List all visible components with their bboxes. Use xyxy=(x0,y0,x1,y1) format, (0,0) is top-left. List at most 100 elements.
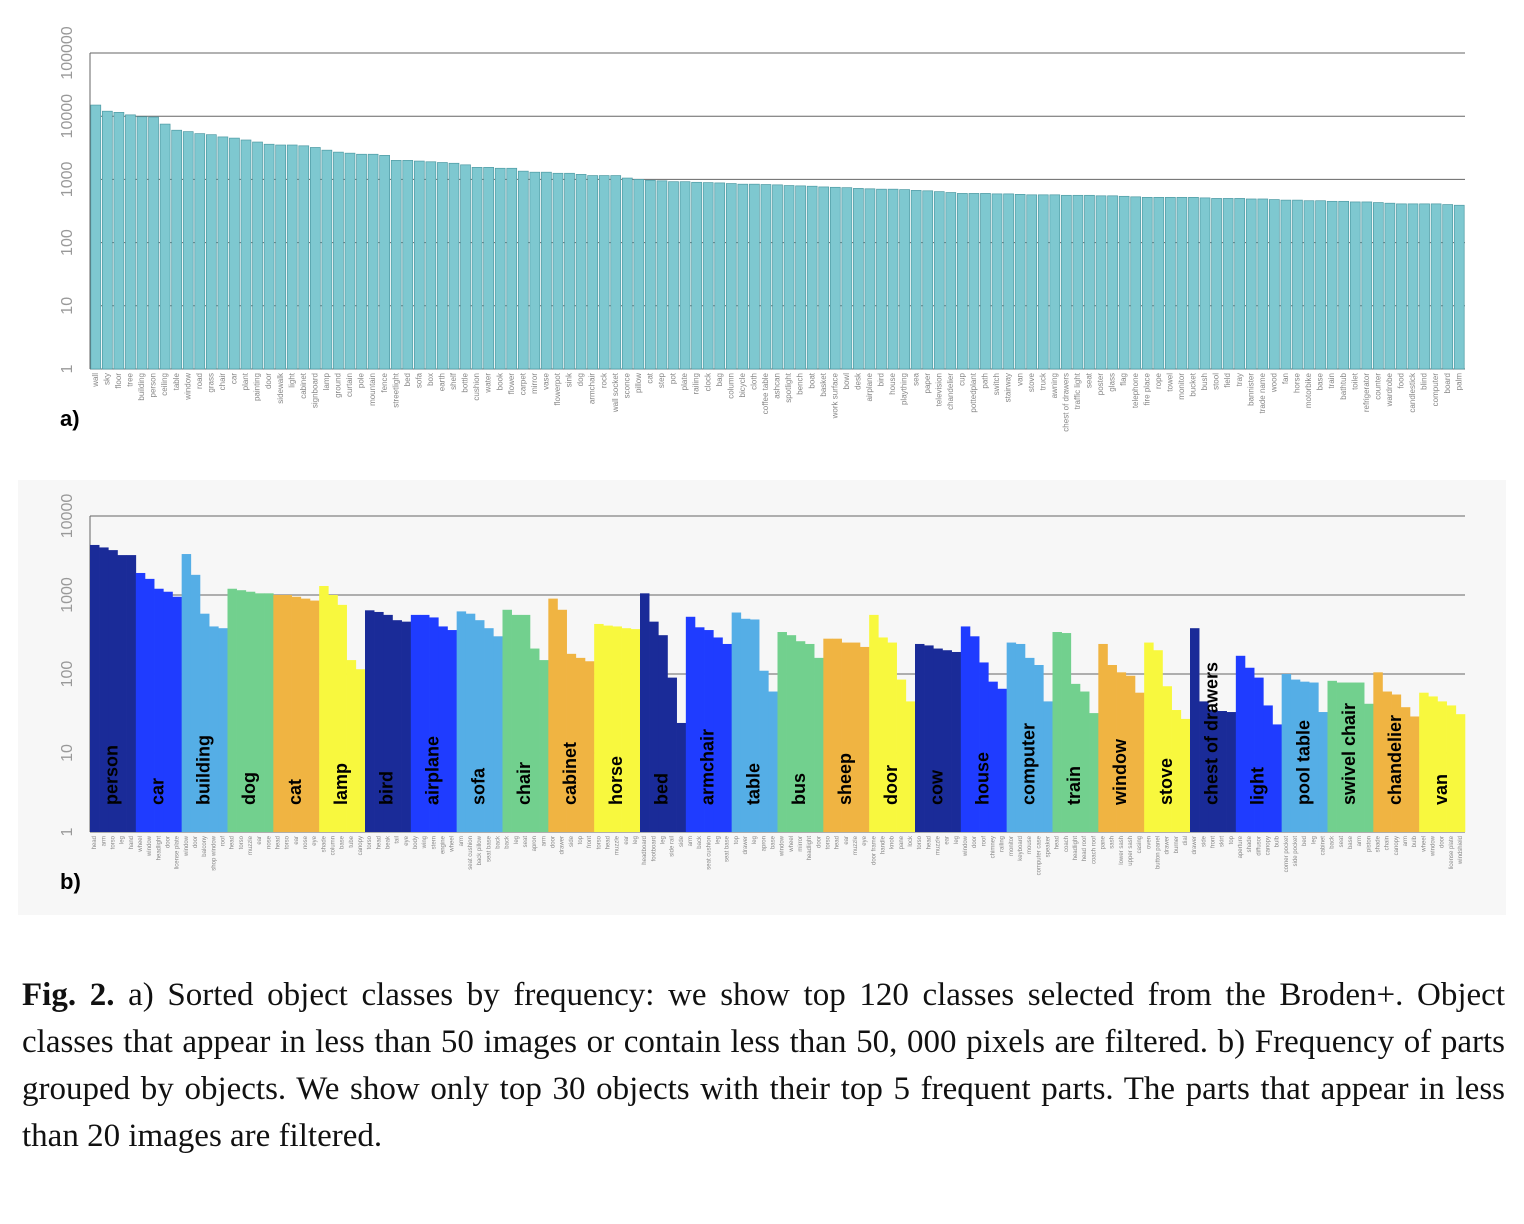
x-tick-label: door xyxy=(165,836,171,848)
x-tick-label: nose xyxy=(266,835,272,849)
x-tick-label: pottedplant xyxy=(969,372,978,412)
x-tick-label: top xyxy=(734,835,740,844)
x-tick-label: bulb xyxy=(1275,835,1281,847)
bar xyxy=(786,635,797,832)
caption-label: Fig. 2. xyxy=(22,977,115,1013)
bar xyxy=(410,614,421,832)
group-label: house xyxy=(973,752,993,805)
x-tick-label: head xyxy=(376,836,382,849)
bar xyxy=(460,164,471,370)
x-tick-label: vase xyxy=(542,372,551,389)
bar xyxy=(1453,204,1465,370)
x-tick-label: sky xyxy=(102,373,111,385)
bar xyxy=(1037,194,1049,370)
x-tick-label: wall xyxy=(91,373,100,388)
x-tick-label: van xyxy=(1015,373,1024,386)
x-tick-label: book xyxy=(495,372,504,390)
x-tick-label: piston xyxy=(1366,836,1372,852)
bar xyxy=(390,160,402,370)
x-tick-label: computer xyxy=(1431,373,1440,407)
x-tick-label: eye xyxy=(404,835,410,845)
x-tick-label: coffee table xyxy=(761,372,770,414)
x-tick-label: coach roof xyxy=(1091,836,1097,864)
x-tick-label: upper sash xyxy=(1128,836,1134,866)
x-tick-label: ground xyxy=(334,373,343,398)
bar xyxy=(714,182,726,370)
bar xyxy=(438,626,448,832)
x-tick-label: bush xyxy=(1200,373,1209,390)
bar xyxy=(1254,677,1264,832)
x-tick-label: seat xyxy=(523,836,529,848)
y-tick-label: 100000 xyxy=(59,26,76,79)
bar xyxy=(685,616,696,832)
bar xyxy=(344,152,356,370)
x-tick-label: muzzle xyxy=(248,835,254,855)
x-tick-label: muzzle xyxy=(935,835,941,855)
bar xyxy=(1199,197,1211,370)
x-tick-label: person xyxy=(149,373,158,397)
x-tick-label: door xyxy=(550,836,556,848)
bar xyxy=(181,554,192,832)
bar xyxy=(471,167,483,370)
x-tick-label: bird xyxy=(877,373,886,386)
x-tick-label: head xyxy=(605,836,611,849)
x-tick-label: side rail xyxy=(670,836,676,857)
x-tick-label: flower xyxy=(507,373,516,395)
group-label: dog xyxy=(239,772,259,805)
x-tick-label: bag xyxy=(715,373,724,386)
bar xyxy=(633,179,645,370)
bar xyxy=(282,595,292,832)
x-tick-label: torso xyxy=(367,835,373,849)
bar xyxy=(217,136,229,370)
bar xyxy=(1419,692,1429,832)
group-label: armchair xyxy=(698,729,718,805)
x-tick-label: cloth xyxy=(750,373,759,390)
x-tick-label: computer case xyxy=(1036,835,1042,875)
bar xyxy=(300,598,311,832)
x-tick-label: leg xyxy=(1311,836,1317,844)
x-tick-label: counter xyxy=(1373,373,1382,400)
bar xyxy=(945,192,957,370)
x-tick-label: toilet xyxy=(1350,372,1359,390)
group-label: light xyxy=(1248,767,1268,805)
bar xyxy=(823,638,833,832)
bar xyxy=(991,193,1003,370)
x-tick-label: side xyxy=(569,835,575,847)
x-tick-label: pane xyxy=(899,835,905,849)
x-tick-label: base xyxy=(340,835,346,849)
bar xyxy=(933,191,945,370)
panel-label: b) xyxy=(60,869,81,894)
bar xyxy=(1135,692,1145,832)
x-tick-label: candlestick xyxy=(1408,372,1417,413)
x-tick-label: building xyxy=(137,373,146,401)
bar xyxy=(777,632,787,832)
x-tick-label: cabinet xyxy=(299,372,308,399)
x-tick-label: truck xyxy=(1038,372,1047,390)
bar xyxy=(1190,628,1200,832)
group-label: window xyxy=(1110,738,1130,806)
x-tick-label: leg xyxy=(514,836,520,844)
bar xyxy=(1080,691,1090,832)
bar xyxy=(1419,203,1430,370)
bar xyxy=(1144,642,1154,832)
x-tick-label: car xyxy=(230,373,239,384)
bar xyxy=(1300,681,1310,832)
bar xyxy=(1025,657,1035,832)
x-tick-label: refrigerator xyxy=(1362,373,1371,412)
x-tick-label: handle xyxy=(880,835,886,854)
bar xyxy=(148,116,159,370)
x-tick-label: wardrobe xyxy=(1385,372,1394,407)
x-tick-label: back xyxy=(1330,835,1336,849)
x-tick-label: eye xyxy=(862,835,868,845)
x-tick-label: fire place xyxy=(1142,372,1151,405)
panel-label: a) xyxy=(60,406,80,431)
x-tick-label: headlight xyxy=(1073,836,1079,861)
bar xyxy=(1326,200,1338,370)
bar xyxy=(942,650,952,832)
x-tick-label: awning xyxy=(1050,373,1059,398)
bar xyxy=(988,681,998,832)
x-tick-label: seat base xyxy=(725,835,731,862)
bar xyxy=(252,141,263,370)
x-tick-label: side xyxy=(679,835,685,847)
